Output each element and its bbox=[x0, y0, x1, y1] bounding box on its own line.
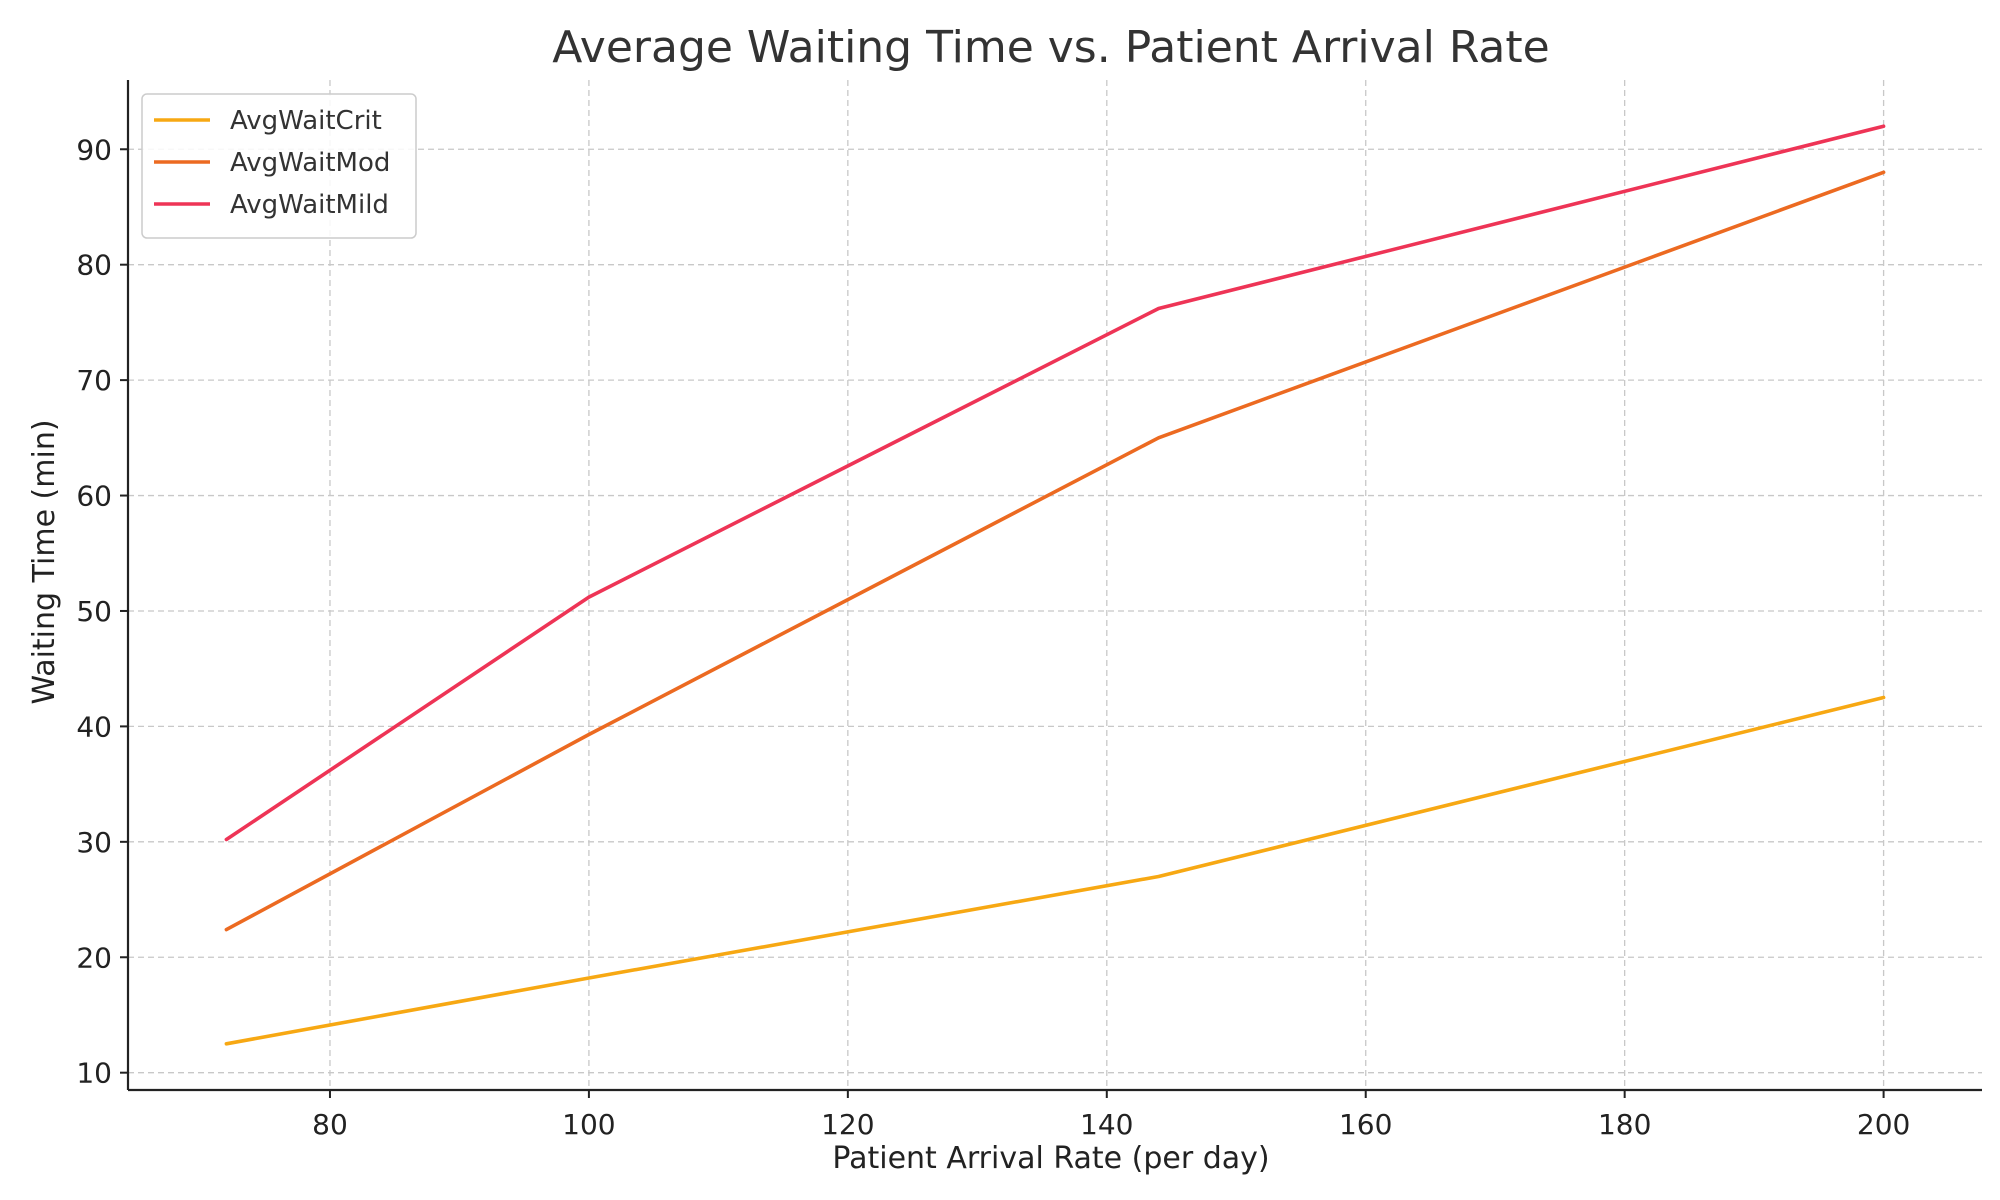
grid bbox=[128, 80, 1982, 1090]
y-tick-label-80: 80 bbox=[76, 249, 112, 282]
x-tick-label-200: 200 bbox=[1857, 1108, 1910, 1141]
y-tick-label-60: 60 bbox=[76, 480, 112, 513]
tick-labels: 80 100 120 140 160 180 200 10 20 30 40 50 60 70 80 90 bbox=[76, 133, 1910, 1141]
series-line-AvgWaitCrit bbox=[224, 695, 1886, 1046]
y-tick-label-40: 40 bbox=[76, 710, 112, 743]
legend: AvgWaitCrit AvgWaitMod AvgWaitMild bbox=[141, 93, 417, 239]
y-tick-label-70: 70 bbox=[76, 364, 112, 397]
x-axis-title: Patient Arrival Rate (per day) bbox=[832, 1141, 1269, 1176]
series-line-AvgWaitMod bbox=[224, 170, 1886, 932]
axes bbox=[126, 80, 1982, 1092]
series-line-AvgWaitMild bbox=[224, 124, 1886, 842]
y-tick-label-90: 90 bbox=[76, 133, 112, 166]
chart-title: Average Waiting Time vs. Patient Arrival… bbox=[552, 22, 1549, 73]
x-tick-label-80: 80 bbox=[312, 1108, 348, 1141]
x-tick-label-100: 100 bbox=[562, 1108, 615, 1141]
x-tick-label-160: 160 bbox=[1339, 1108, 1392, 1141]
x-tick-label-120: 120 bbox=[821, 1108, 874, 1141]
legend-label-AvgWaitMild: AvgWaitMild bbox=[230, 190, 389, 220]
legend-label-AvgWaitMod: AvgWaitMod bbox=[230, 148, 390, 178]
legend-box bbox=[141, 93, 417, 239]
x-tick-label-180: 180 bbox=[1598, 1108, 1651, 1141]
series-lines bbox=[224, 124, 1886, 1046]
y-tick-label-30: 30 bbox=[76, 826, 112, 859]
y-tick-label-50: 50 bbox=[76, 595, 112, 628]
y-axis-title: Waiting Time (min) bbox=[27, 419, 62, 704]
x-tick-label-140: 140 bbox=[1080, 1108, 1133, 1141]
y-tick-label-10: 10 bbox=[76, 1057, 112, 1090]
legend-label-AvgWaitCrit: AvgWaitCrit bbox=[230, 106, 382, 136]
y-tick-label-20: 20 bbox=[76, 941, 112, 974]
